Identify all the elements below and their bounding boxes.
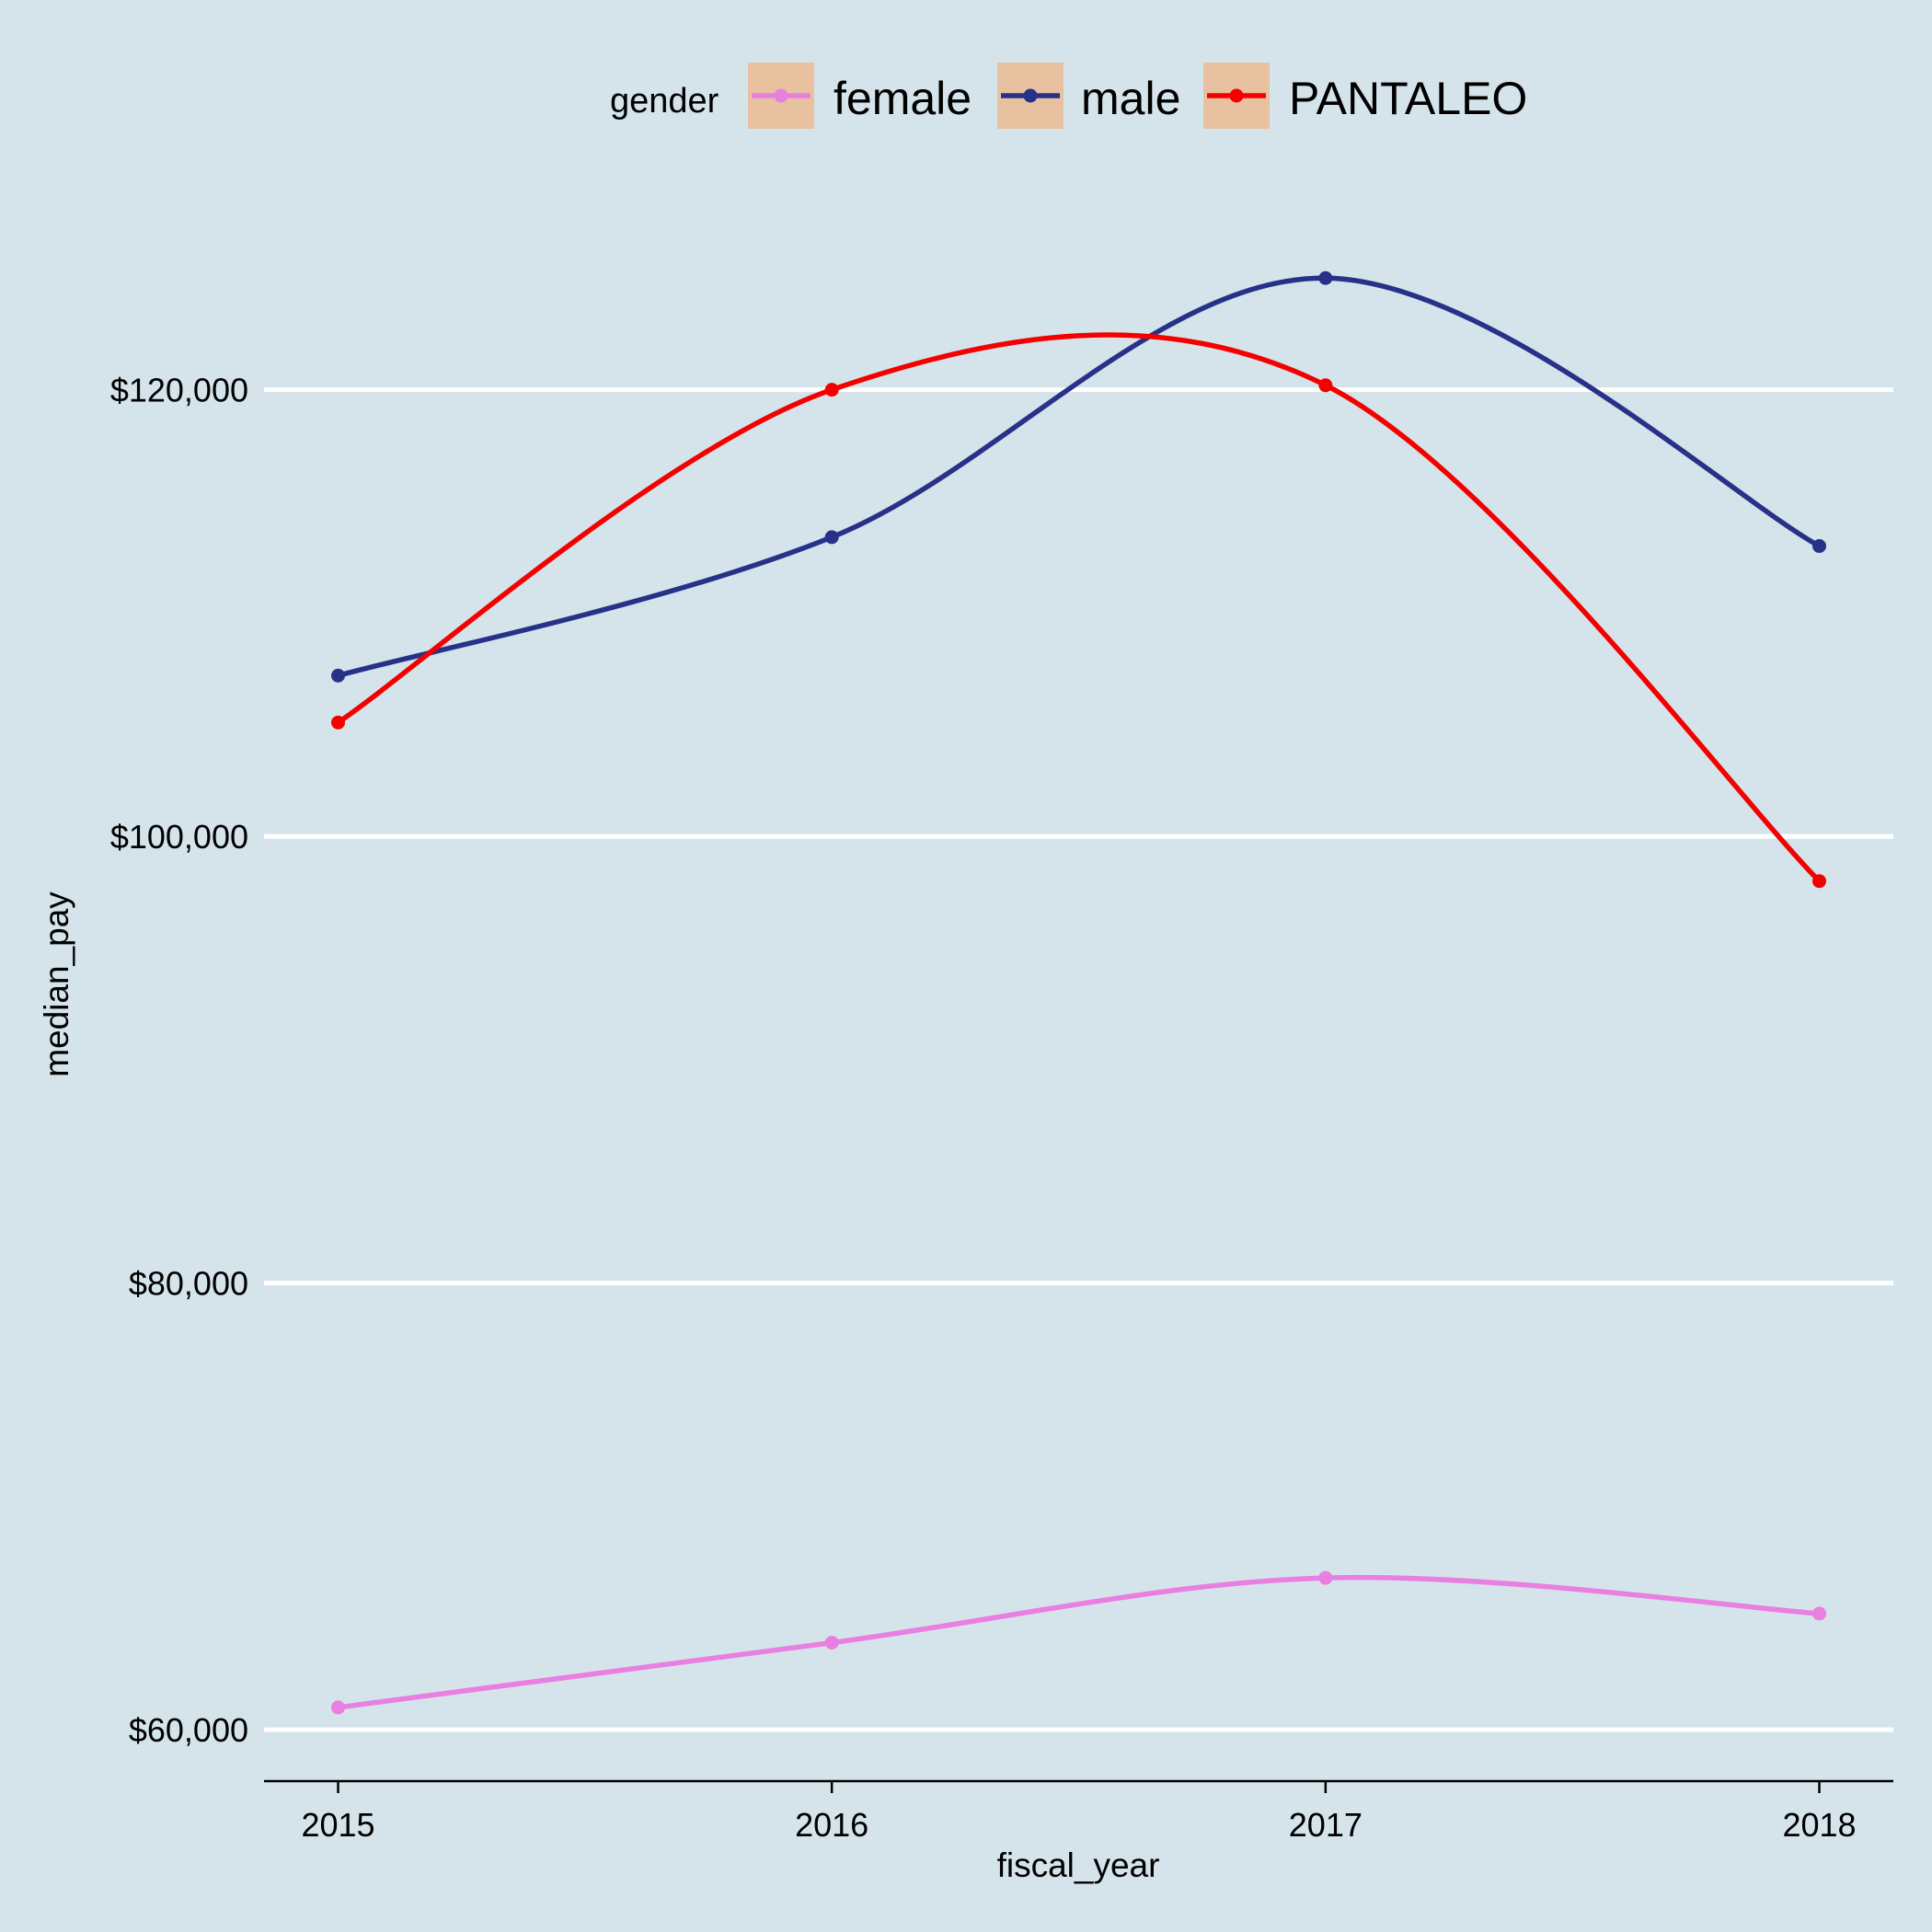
data-point-male [1812, 539, 1826, 554]
legend: gender female male PANTALEO [610, 63, 1527, 129]
legend-key-point-pantaleo [1229, 88, 1244, 103]
y-tick-label: $60,000 [129, 1711, 248, 1749]
data-point-female [824, 1635, 839, 1650]
data-point-male [824, 530, 839, 545]
data-point-female [331, 1700, 345, 1715]
y-axis-title: median_pay [38, 891, 75, 1077]
data-point-male [1318, 270, 1333, 285]
data-point-male [331, 668, 345, 683]
data-point-pantaleo [331, 715, 345, 730]
data-series [331, 270, 1826, 1715]
x-tick-label: 2018 [1782, 1806, 1856, 1844]
data-point-pantaleo [1318, 378, 1333, 393]
series-line-pantaleo [335, 332, 1823, 884]
x-tick-label: 2016 [795, 1806, 868, 1844]
y-tick-label: $120,000 [110, 372, 248, 409]
data-point-pantaleo [1812, 874, 1826, 889]
y-tick-label: $100,000 [110, 818, 248, 856]
legend-title: gender [610, 82, 719, 121]
series-line-female [335, 1574, 1823, 1710]
data-point-female [1812, 1606, 1826, 1621]
legend-label-pantaleo: PANTALEO [1289, 73, 1527, 124]
data-point-pantaleo [824, 383, 839, 397]
legend-key-point-male [1023, 88, 1038, 103]
y-tick-label: $80,000 [129, 1265, 248, 1303]
x-axis: 2015 2016 2017 2018 [264, 1779, 1893, 1844]
legend-key-point-female [774, 88, 788, 103]
x-tick-label: 2015 [301, 1806, 374, 1844]
y-axis: $60,000 $80,000 $100,000 $120,000 [110, 372, 248, 1750]
y-gridlines [264, 387, 1893, 1732]
legend-label-male: male [1081, 73, 1180, 124]
x-tick-label: 2017 [1289, 1806, 1363, 1844]
series-line-male [335, 275, 1823, 679]
data-point-female [1318, 1570, 1333, 1585]
legend-label-female: female [834, 73, 972, 124]
x-axis-title: fiscal_year [997, 1846, 1160, 1884]
